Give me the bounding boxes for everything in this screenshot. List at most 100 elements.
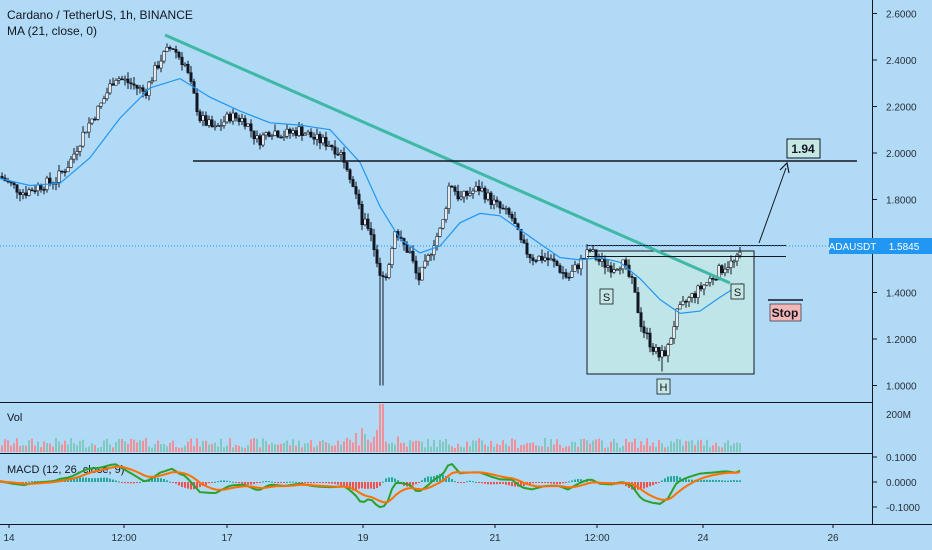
candle-body — [210, 119, 214, 128]
macd-hist-bar — [322, 482, 324, 483]
candle-body — [492, 199, 496, 205]
volume-bar — [232, 447, 234, 452]
volume-bar — [406, 446, 408, 452]
candle-body — [342, 152, 346, 163]
volume-bar — [517, 447, 519, 452]
volume-bar — [94, 445, 96, 452]
macd-label: MACD (12, 26, close, 9) — [7, 464, 124, 476]
candle-body — [471, 190, 475, 194]
volume-bar — [112, 447, 114, 452]
candle-body — [255, 135, 259, 140]
macd-hist-bar — [715, 479, 717, 482]
candle-body — [27, 189, 31, 196]
volume-bar — [307, 443, 309, 452]
candle-body — [693, 293, 697, 298]
macd-hist-bar — [268, 481, 270, 483]
macd-hist-bar — [427, 476, 429, 482]
candle-body — [66, 167, 70, 173]
candle-body — [372, 234, 376, 251]
macd-hist-bar — [292, 481, 294, 483]
macd-hist-bar — [481, 482, 483, 484]
candle-body — [417, 272, 421, 281]
candle-body — [447, 185, 451, 209]
candle-body — [591, 249, 595, 252]
volume-bar — [613, 438, 615, 452]
macd-hist-bar — [199, 482, 201, 488]
volume-bar — [706, 439, 708, 452]
candle-body — [36, 184, 40, 192]
time-tick-label: 26 — [827, 533, 839, 544]
volume-bar — [628, 442, 630, 452]
macd-hist-bar — [76, 477, 78, 482]
volume-bar — [433, 439, 435, 452]
macd-hist-bar — [541, 482, 543, 483]
volume-bar — [208, 444, 210, 452]
volume-bar — [271, 442, 273, 452]
target-arrow-line — [758, 167, 787, 244]
volume-bar — [619, 447, 621, 452]
volume-bar — [127, 443, 129, 452]
candle-body — [57, 170, 61, 183]
candle-body — [375, 249, 379, 264]
volume-bar — [739, 442, 741, 452]
volume-bar — [19, 446, 21, 452]
candle-body — [249, 123, 253, 132]
volume-bar — [331, 445, 333, 452]
candle-body — [87, 122, 91, 133]
candle-body — [534, 260, 538, 262]
macd-hist-bar — [640, 482, 642, 490]
candle-body — [234, 112, 238, 119]
macd-hist-bar — [217, 481, 219, 483]
macd-hist-bar — [448, 477, 450, 482]
candles-layer — [0, 43, 742, 386]
macd-hist-bar — [34, 481, 36, 483]
macd-hist-bar — [661, 480, 663, 482]
volume-bar — [643, 445, 645, 452]
time-axis[interactable]: 14 12:00 17 19 21 12:00 24 26 — [3, 524, 839, 544]
volume-bar — [499, 445, 501, 452]
volume-bar — [682, 445, 684, 452]
volume-bar — [55, 438, 57, 452]
macd-hist-bar — [706, 479, 708, 482]
candle-body — [120, 78, 124, 81]
macd-hist-bar — [355, 482, 357, 490]
candle-body — [675, 308, 679, 327]
macd-hist-bar — [223, 480, 225, 482]
candle-body — [279, 136, 283, 139]
macd-hist-bar — [115, 480, 117, 482]
candle-body — [363, 218, 367, 226]
macd-hist-bar — [343, 482, 345, 487]
candle-body — [291, 130, 295, 134]
candle-body — [162, 51, 166, 62]
price-tick-label: 1.8000 — [886, 196, 917, 207]
candle-body — [219, 125, 223, 127]
candle-body — [489, 192, 493, 205]
macd-hist-bar — [490, 482, 492, 485]
volume-bar — [586, 440, 588, 452]
volume-bar — [16, 438, 18, 452]
volume-bar — [649, 445, 651, 452]
macd-hist-bar — [88, 478, 90, 482]
volume-bar — [595, 439, 597, 452]
candle-body — [96, 105, 100, 120]
volume-bar — [481, 440, 483, 452]
macd-hist-bar — [25, 481, 27, 483]
target-label-box — [786, 138, 821, 159]
candle-body — [201, 115, 205, 122]
candle-body — [726, 267, 730, 270]
candle-body — [12, 182, 16, 186]
volume-bar — [136, 442, 138, 452]
volume-bar — [43, 441, 45, 452]
candle-body — [81, 131, 85, 147]
symbol-tag: ADAUSDT — [829, 242, 877, 253]
volume-bar — [235, 444, 237, 452]
volume-bar — [691, 440, 693, 452]
candle-body — [639, 312, 643, 328]
macd-hist-bar — [685, 479, 687, 482]
volume-bar — [97, 447, 99, 452]
candle-body — [567, 276, 571, 279]
macd-hist-bar — [316, 482, 318, 483]
candle-body — [573, 264, 577, 272]
candle-body — [714, 279, 718, 281]
